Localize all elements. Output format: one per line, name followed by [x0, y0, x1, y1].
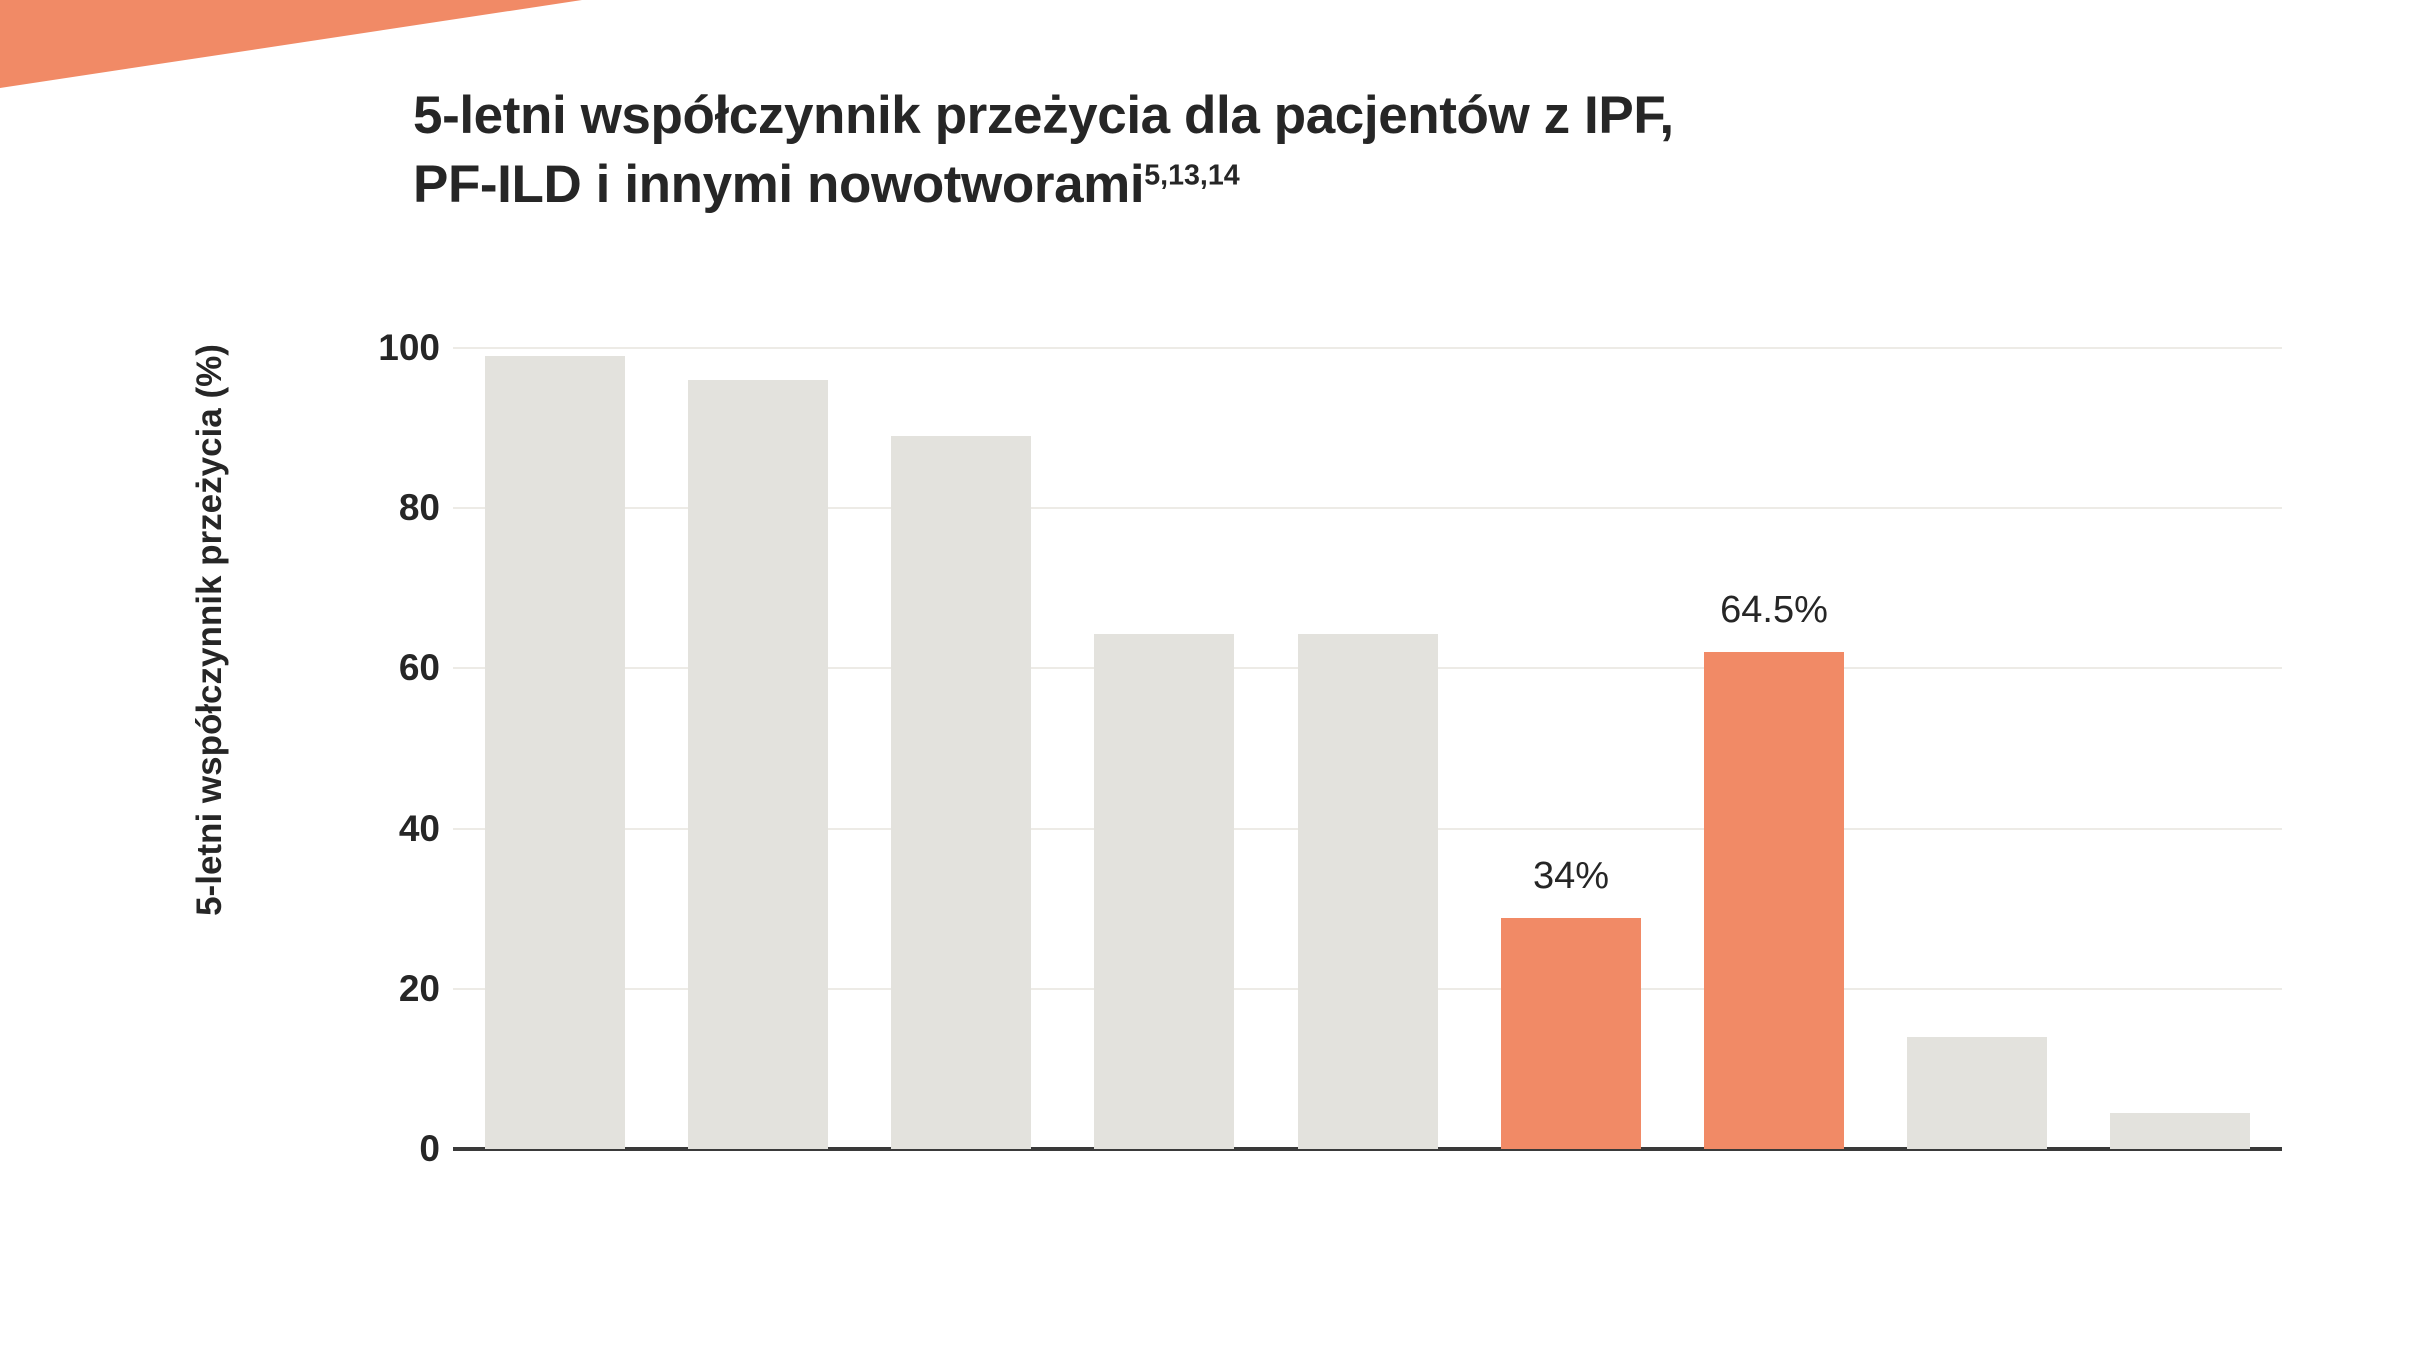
bar-rect: [1704, 652, 1844, 1149]
y-tick-label-0: 0: [419, 1128, 440, 1169]
bar-value-label: 64.5%: [1720, 589, 1828, 632]
bar-1: [485, 356, 625, 1149]
bar-3: [891, 436, 1031, 1149]
bar-value-label: 34%: [1532, 855, 1610, 898]
y-tick-label-100: 100: [378, 327, 440, 368]
bar-rect: [1298, 633, 1438, 1149]
y-tick-label-20: 20: [398, 968, 440, 1009]
title-superscript-references: 5,13,14: [1144, 159, 1240, 192]
x-axis-baseline: [453, 1147, 2282, 1151]
title-line-1: 5-letni współczynnik przeżycia dla pacje…: [413, 86, 1674, 145]
bar-rect: [1501, 918, 1641, 1149]
bar-rect: [688, 380, 828, 1149]
bar-rect: [891, 436, 1031, 1149]
gridline-80: [453, 507, 2282, 509]
title-line-2: PF-ILD i innymi nowotworami: [413, 154, 1145, 214]
bar-9: [2110, 1112, 2250, 1149]
bar-rect: [1094, 633, 1234, 1149]
y-tick-label-80: 80: [398, 487, 440, 528]
bar-2: [688, 380, 828, 1149]
bar-4: [1094, 633, 1234, 1149]
y-tick-label-60: 60: [398, 647, 440, 688]
bar-6: 34%: [1501, 855, 1641, 1149]
bar-7: 64.5%: [1704, 589, 1844, 1149]
bar-rect: [2110, 1112, 2250, 1149]
gridline-100: [453, 347, 2282, 349]
y-axis-tick-labels: 100 80 60 40 20 0: [300, 0, 440, 1368]
bar-rect: [485, 356, 625, 1149]
page-title: 5-letni współczynnik przeżycia dla pacje…: [413, 82, 2033, 220]
bar-rect: [1907, 1036, 2047, 1149]
y-tick-label-40: 40: [398, 808, 440, 849]
bar-5: [1298, 633, 1438, 1149]
bar-8: [1907, 1036, 2047, 1149]
